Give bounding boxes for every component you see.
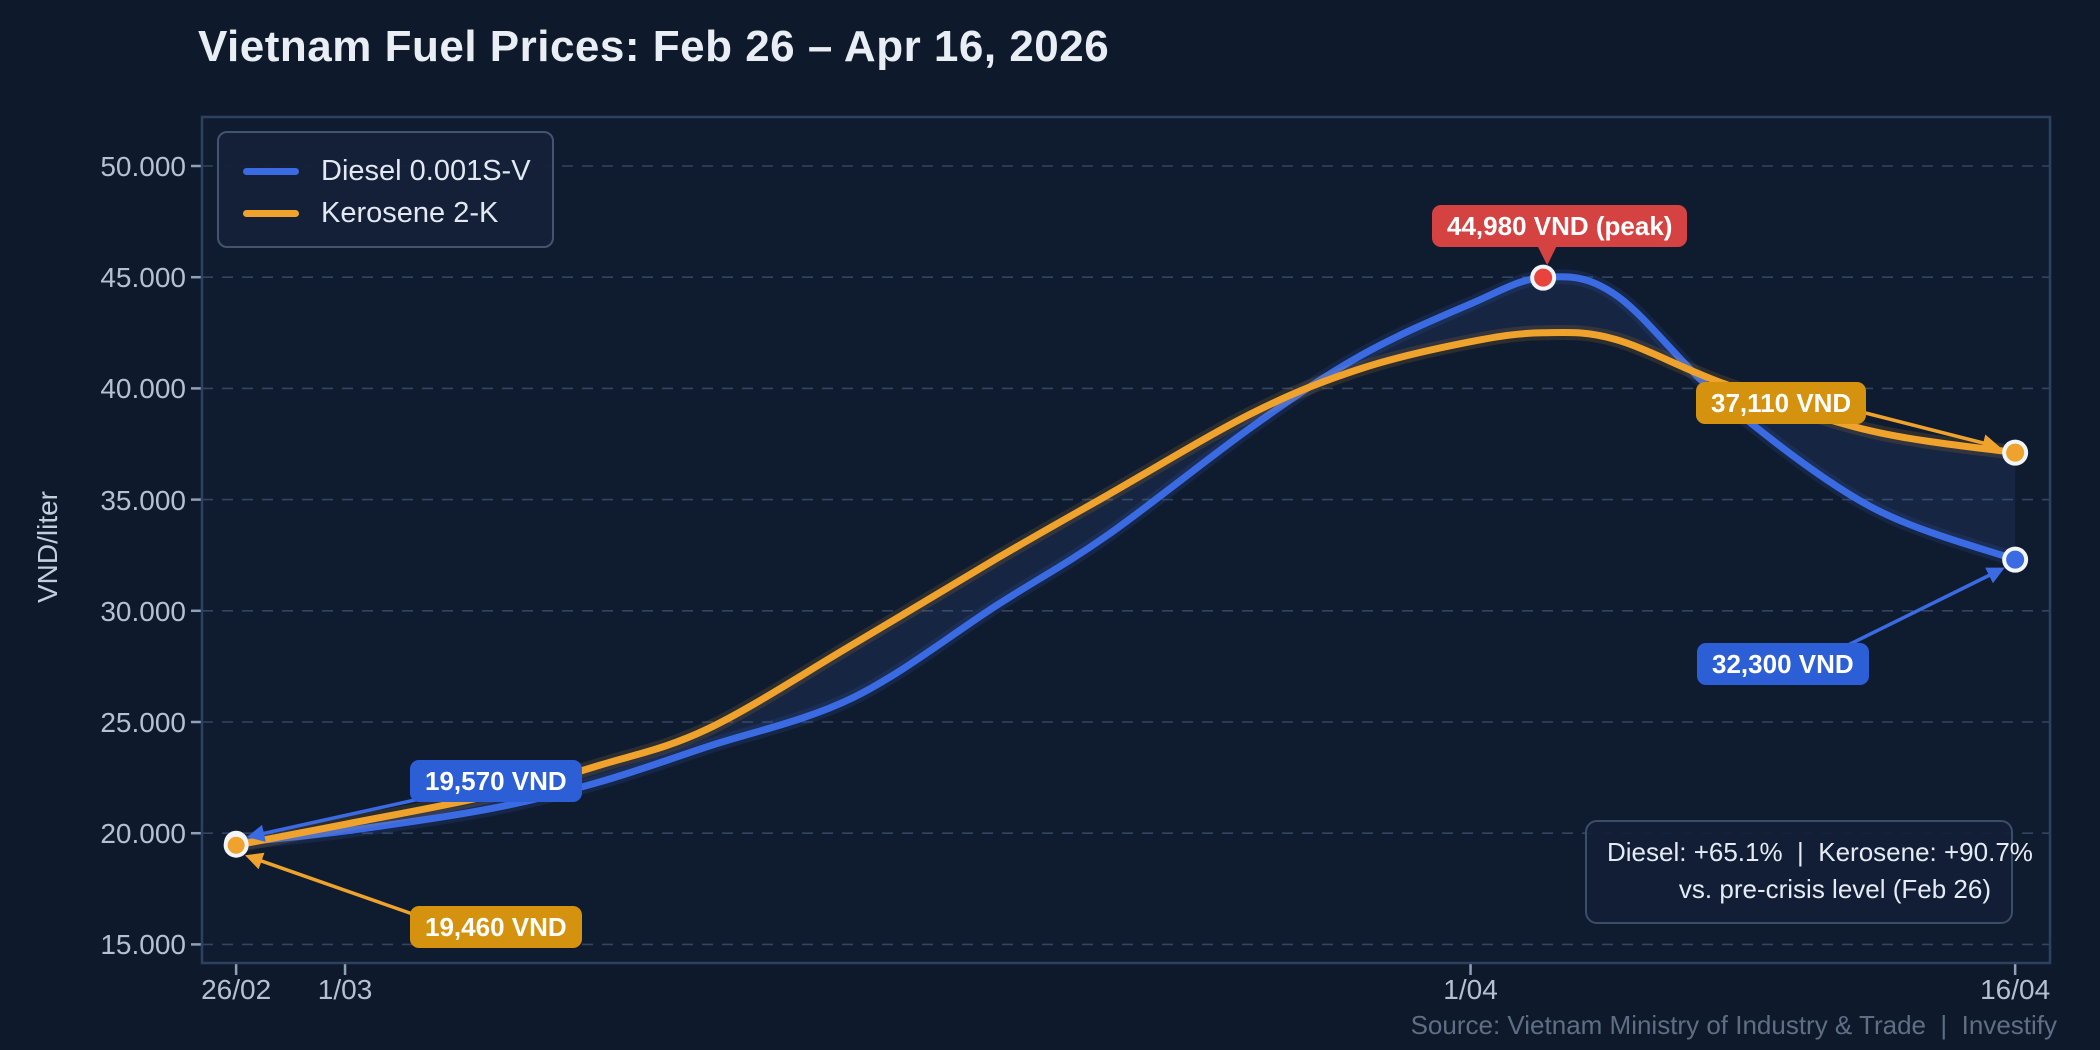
- y-tick-label: 40.000: [100, 373, 186, 405]
- legend-item-kerosene: Kerosene 2-K: [243, 192, 552, 234]
- arrow-start-diesel: [246, 796, 425, 842]
- annotation-start-kerosene: 19,460 VND: [410, 906, 582, 948]
- annotation-end-kerosene: 37,110 VND: [1696, 382, 1867, 424]
- x-tick-label: 26/02: [201, 974, 272, 1005]
- y-tick-label: 30.000: [100, 595, 186, 627]
- legend-item-diesel: Diesel 0.001S-V: [243, 150, 552, 192]
- y-tick-label: 20.000: [100, 818, 186, 850]
- source-credit: Source: Vietnam Ministry of Industry & T…: [1410, 1010, 2057, 1040]
- chart-title: Vietnam Fuel Prices: Feb 26 – Apr 16, 20…: [198, 22, 1110, 71]
- point-start-kerosene: [223, 832, 249, 858]
- point-end-diesel: [2002, 546, 2029, 573]
- y-tick-label: 45.000: [100, 262, 186, 294]
- kerosene-line-swatch: [243, 209, 299, 217]
- arrow-end-kerosene: [1845, 406, 2001, 452]
- legend: Diesel 0.001S-V Kerosene 2-K: [217, 131, 554, 248]
- x-tick-label: 16/04: [1980, 974, 2051, 1005]
- y-tick-label: 50.000: [100, 150, 186, 182]
- plot-border: [200, 115, 2052, 965]
- x-tick-label: 1/03: [317, 974, 373, 1005]
- point-end-kerosene: [2002, 439, 2029, 466]
- summary-line-1: Diesel: +65.1% | Kerosene: +90.7%: [1607, 837, 2033, 867]
- x-tick-label: 1/04: [1443, 974, 1498, 1005]
- diesel-line-swatch: [243, 167, 299, 175]
- annotation-end-diesel: 32,300 VND: [1697, 643, 1869, 685]
- summary-box: Diesel: +65.1% | Kerosene: +90.7% vs. pr…: [1585, 820, 2033, 924]
- annotation-start-diesel: 19,570 VND: [410, 760, 582, 802]
- legend-item-label: Kerosene 2-K: [321, 196, 499, 229]
- y-tick-label: 25.000: [100, 707, 186, 738]
- y-tick-label: 35.000: [100, 484, 186, 516]
- legend-item-label: Diesel 0.001S-V: [321, 154, 531, 187]
- arrow-end-diesel: [1837, 567, 2005, 652]
- annotation-peak-diesel: 44,980 VND (peak): [1432, 205, 1688, 247]
- summary-line-2: vs. pre-crisis level (Feb 26): [1678, 874, 1991, 904]
- point-peak-diesel: [1530, 264, 1557, 291]
- y-tick-label: 15.000: [100, 929, 186, 961]
- arrow-start-kerosene: [245, 852, 425, 920]
